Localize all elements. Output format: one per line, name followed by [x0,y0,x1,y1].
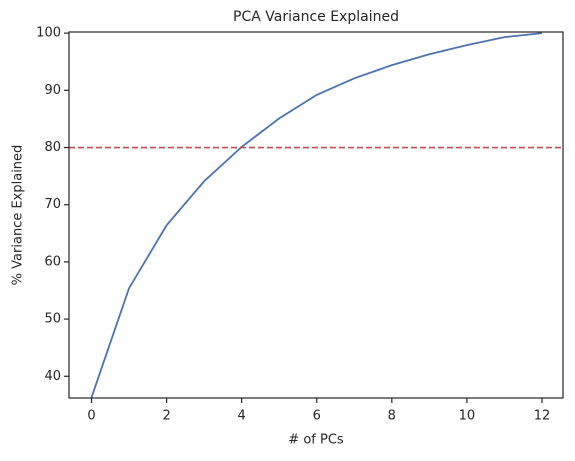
x-tick-label: 12 [534,409,551,424]
y-tick-label: 60 [44,254,61,269]
x-tick-label: 2 [162,409,170,424]
y-tick-label: 80 [44,140,61,155]
plot-frame [68,31,564,399]
x-tick-label: 0 [87,409,95,424]
data-line [90,32,543,398]
x-axis-label: # of PCs [288,433,344,448]
x-tick-label: 10 [459,409,476,424]
y-axis-label: % Variance Explained [11,145,26,286]
x-tick-label: 4 [238,409,246,424]
y-tick-label: 90 [44,83,61,98]
y-tick-label: 70 [44,197,61,212]
chart-title: PCA Variance Explained [233,9,399,25]
x-tick-label: 8 [388,409,396,424]
y-tick-label: 50 [44,312,61,327]
y-tick-label: 40 [44,369,61,384]
x-tick-label: 6 [313,409,321,424]
y-tick-label: 100 [36,26,61,41]
